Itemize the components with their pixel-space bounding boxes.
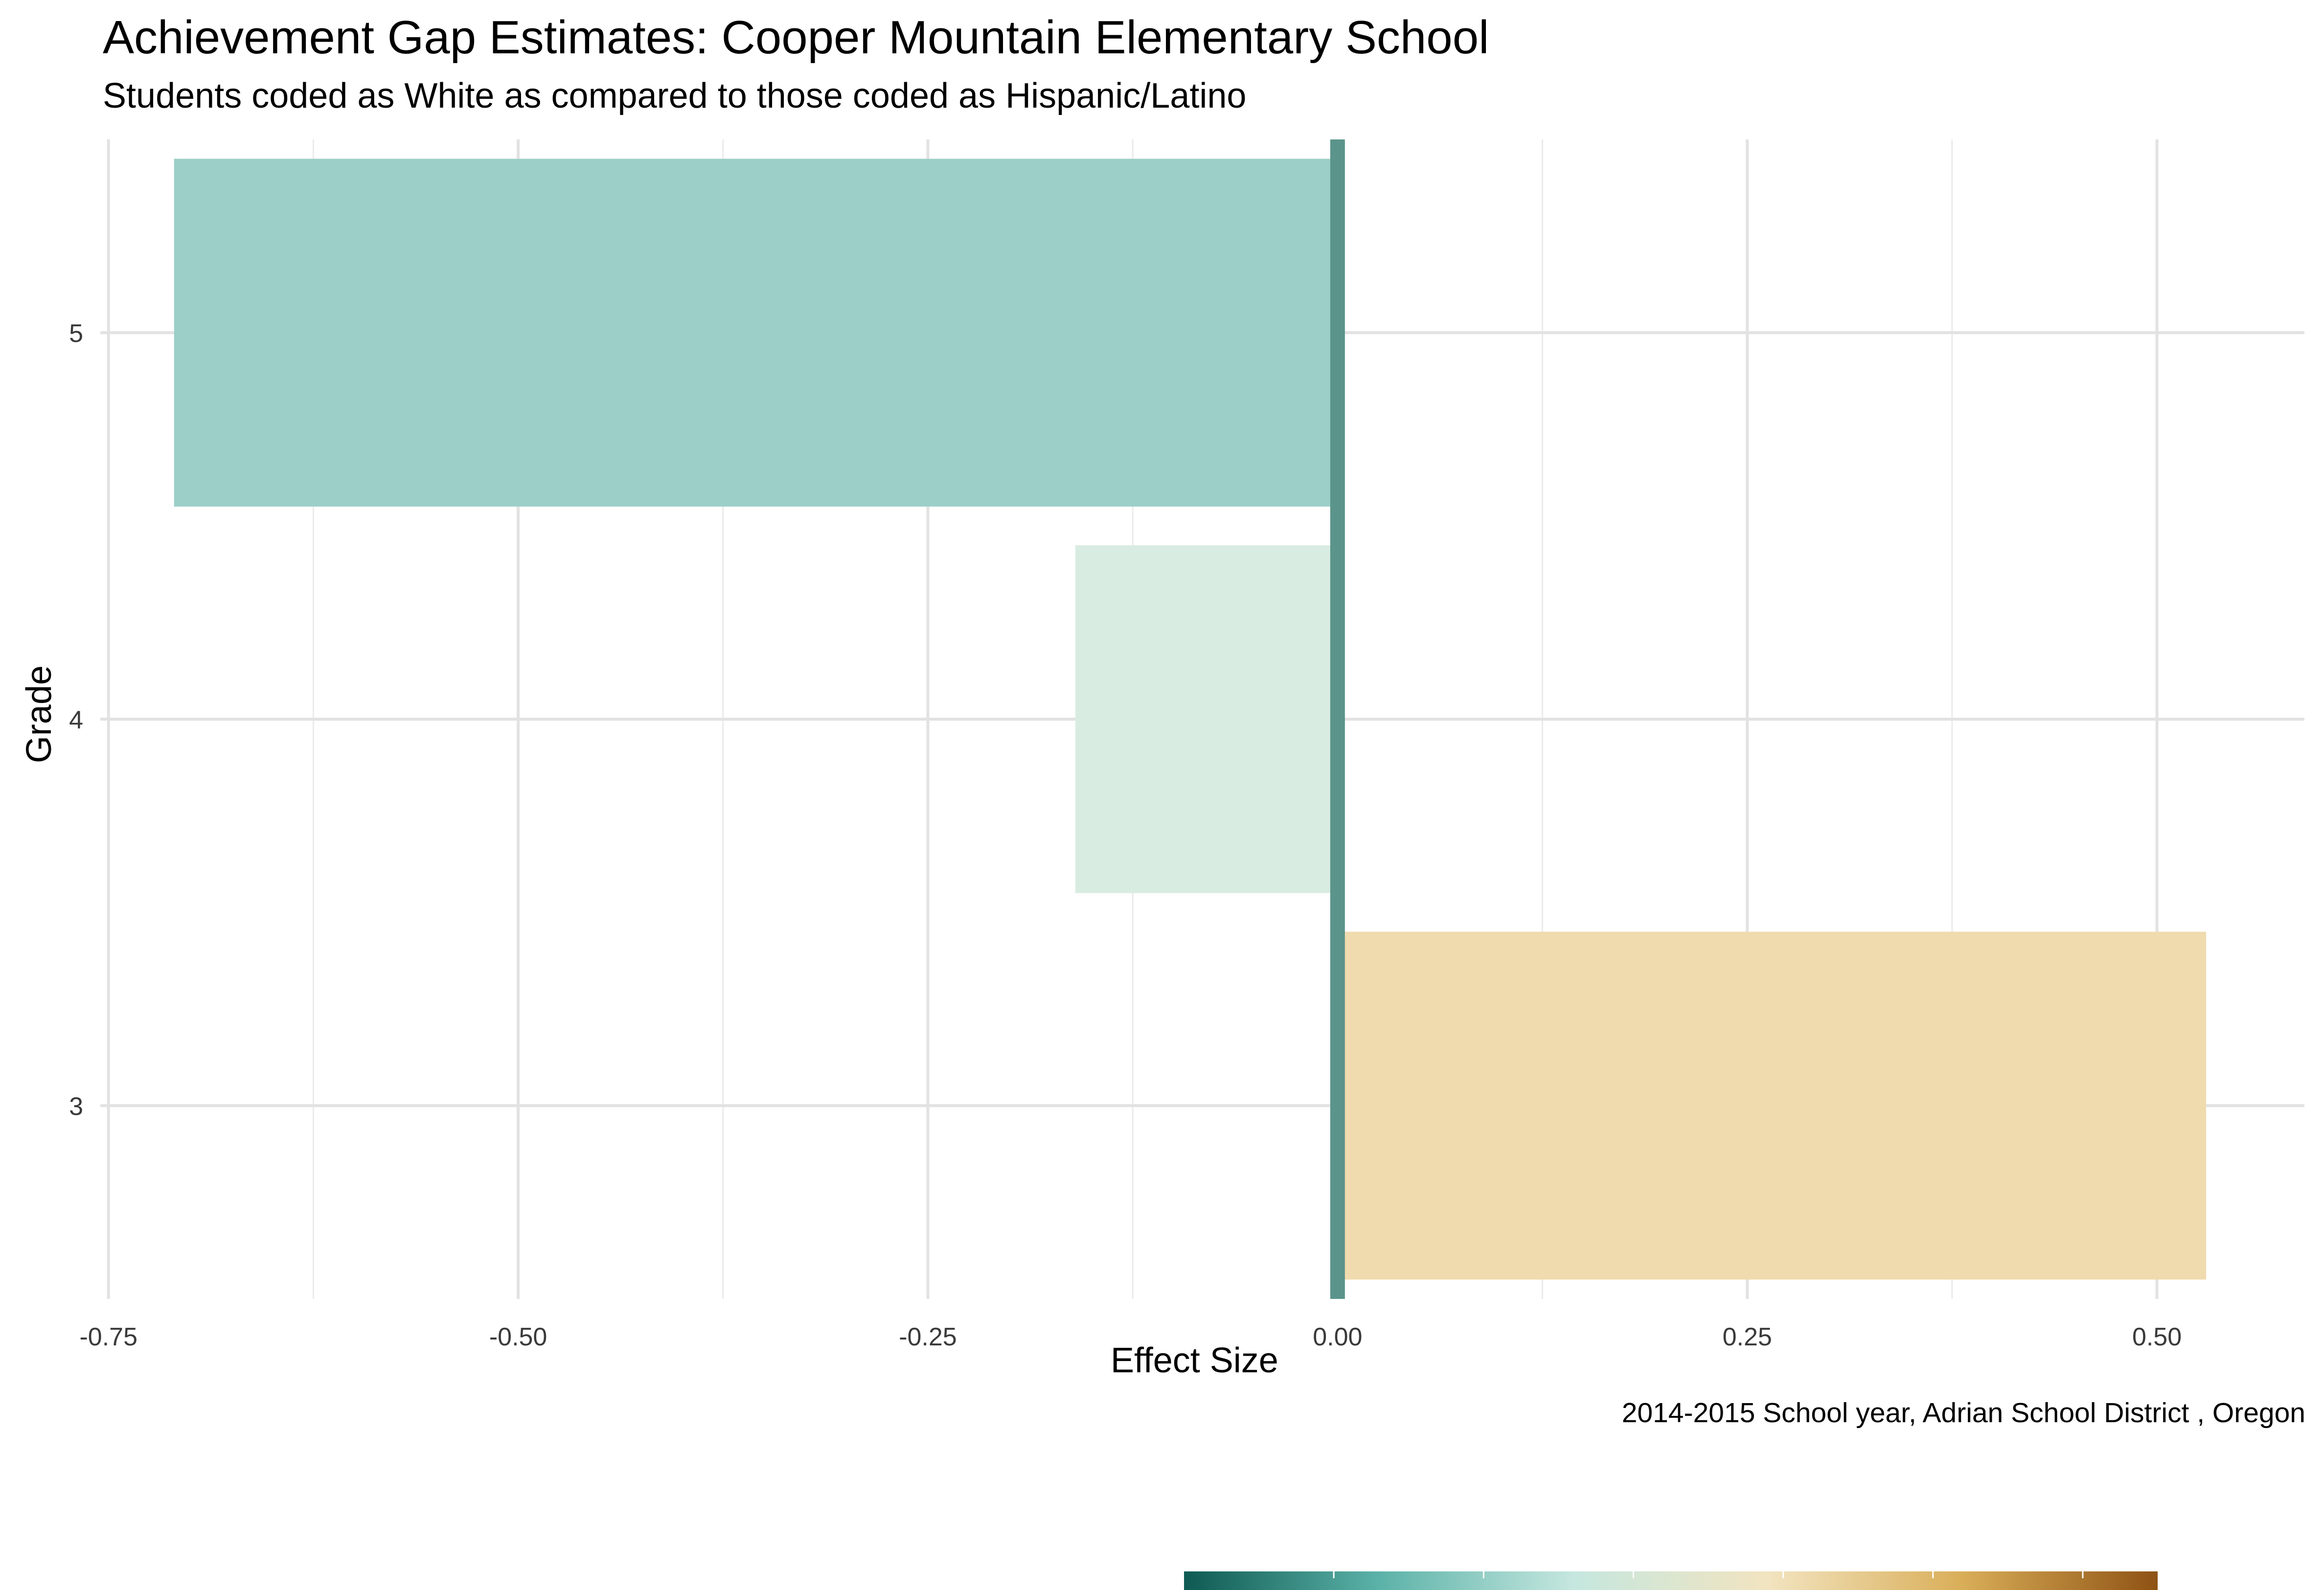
- legend-colorbar: [1184, 1571, 2158, 1590]
- x-axis-label: Effect Size: [1111, 1341, 1278, 1380]
- y-tick-label: 4: [69, 706, 83, 734]
- x-tick-label: -0.75: [79, 1323, 137, 1351]
- x-tick-label: -0.50: [489, 1323, 547, 1351]
- bar-grade-3: [1337, 931, 2207, 1280]
- x-tick-label: -0.25: [899, 1323, 957, 1351]
- chart-title: Achievement Gap Estimates: Cooper Mounta…: [103, 11, 1489, 64]
- y-tick-label: 5: [69, 319, 83, 348]
- chart-caption: 2014-2015 School year, Adrian School Dis…: [1621, 1397, 2305, 1429]
- bar-grade-5: [174, 159, 1338, 507]
- x-tick-label: 0.25: [1723, 1323, 1772, 1351]
- x-tick-label: 0.50: [2132, 1323, 2182, 1351]
- x-tick-label: 0.00: [1313, 1323, 1362, 1351]
- chart-subtitle: Students coded as White as compared to t…: [103, 76, 1247, 115]
- y-tick-label: 3: [69, 1092, 83, 1121]
- bar-grade-4: [1075, 545, 1338, 893]
